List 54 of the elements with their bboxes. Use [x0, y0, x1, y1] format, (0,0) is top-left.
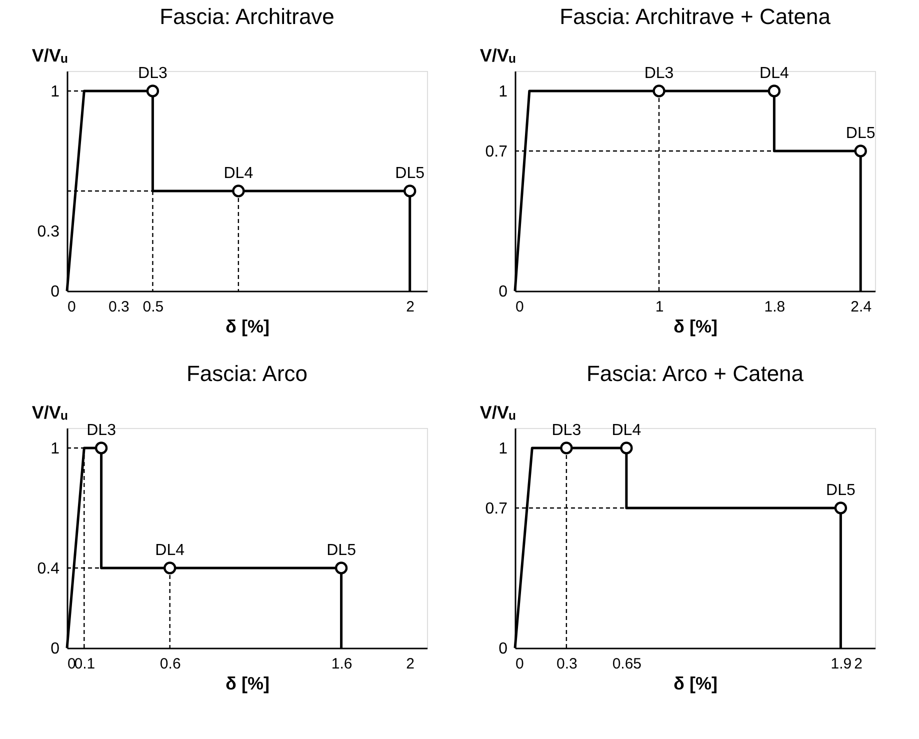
annotation: DL3: [552, 422, 582, 439]
x-tick-label: 2: [406, 298, 415, 316]
y-axis-title: V/Vᵤ: [32, 46, 68, 66]
x-axis-title: δ [%]: [226, 674, 270, 694]
annotation: DL4: [155, 542, 185, 559]
x-tick-label: 0: [68, 298, 76, 316]
x-tick-label: 1.8: [764, 298, 786, 316]
chart-title: Fascia: Arco + Catena: [586, 361, 804, 386]
x-tick-label: 0: [516, 656, 524, 672]
y-axis-title: V/Vᵤ: [480, 402, 516, 422]
chart-title: Fascia: Arco: [186, 361, 308, 386]
x-tick-label: 2: [854, 656, 863, 672]
x-tick-label: 2: [406, 656, 415, 672]
y-tick-label: 1: [50, 84, 60, 100]
x-tick-label: 0: [516, 298, 524, 316]
y-tick-label: 0: [50, 284, 60, 300]
y-tick-label: 0.3: [37, 224, 60, 240]
y-tick-label: 0.7: [485, 144, 508, 160]
chart-title: Fascia: Architrave: [160, 4, 334, 29]
annotation: DL3: [138, 65, 168, 82]
x-tick-label: 0.1: [74, 656, 96, 672]
annotation: DL5: [395, 165, 425, 182]
x-tick-label: 1.6: [331, 656, 352, 672]
annotation: DL4: [612, 422, 642, 439]
y-tick-label: 0.7: [485, 500, 508, 518]
y-tick-label: 1: [50, 440, 60, 458]
x-tick-label: 1: [655, 298, 664, 316]
x-axis-title: δ [%]: [674, 674, 718, 694]
annotation: DL3: [86, 422, 116, 439]
x-tick-label: 1.9: [830, 656, 852, 672]
y-tick-label: 0: [498, 284, 508, 300]
x-axis-title: δ [%]: [226, 316, 270, 336]
y-axis-title: V/Vᵤ: [32, 402, 68, 422]
chart-title: Fascia: Architrave + Catena: [560, 4, 832, 29]
annotation: DL5: [826, 482, 856, 499]
y-axis-title: V/Vᵤ: [480, 46, 516, 66]
x-tick-label: 0.3: [108, 298, 130, 316]
y-tick-label: 0.4: [37, 560, 60, 578]
annotation: DL4: [760, 65, 789, 82]
y-tick-label: 1: [498, 84, 508, 100]
x-axis-title: δ [%]: [674, 316, 718, 336]
annotation: DL3: [644, 65, 674, 82]
y-tick-label: 0: [498, 640, 508, 658]
x-tick-label: 0: [68, 656, 76, 672]
annotation: DL5: [846, 125, 876, 142]
y-tick-label: 1: [498, 440, 508, 458]
annotation: DL4: [224, 165, 254, 182]
x-tick-label: 0.3: [556, 656, 578, 672]
x-tick-label: 0.6: [160, 656, 181, 672]
x-tick-label: 0.5: [142, 298, 164, 316]
x-tick-label: 2.4: [850, 298, 872, 316]
x-tick-label: 0.65: [612, 656, 642, 672]
y-tick-label: 0: [50, 640, 60, 658]
annotation: DL5: [326, 542, 356, 559]
